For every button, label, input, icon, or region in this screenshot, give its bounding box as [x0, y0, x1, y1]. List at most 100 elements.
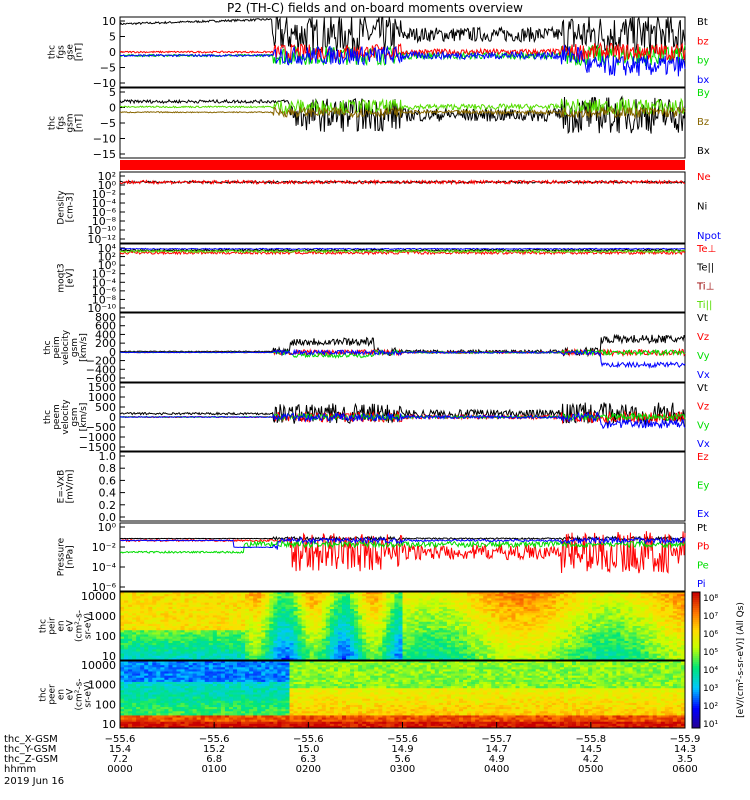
x-tick-label: 7.2	[112, 754, 128, 765]
colorbar-tick-label: 10⁸	[703, 594, 718, 604]
spectrogram-frame	[119, 591, 686, 661]
colorbar-tick-label: 10⁵	[703, 648, 718, 658]
x-tick-label: −55.6	[293, 734, 324, 745]
legend-entry: by	[697, 56, 709, 67]
y-tick-label: 10⁻²	[92, 268, 116, 281]
y-tick-label: −400	[86, 363, 116, 376]
panel-frame	[119, 243, 686, 313]
y-axis-label: eV	[66, 688, 76, 701]
y-tick-label: 10⁻⁶	[92, 285, 117, 298]
legend-entry: bz	[697, 36, 709, 47]
y-axis-label: moqt3	[57, 263, 67, 292]
legend-entry: Ni	[697, 202, 707, 213]
y-axis-label: (cm²-s-	[75, 610, 85, 642]
legend-entry: Pb	[697, 542, 709, 553]
panel-frame	[119, 87, 686, 159]
y-tick-label: 10000	[81, 590, 116, 603]
legend-entry: Pe	[697, 560, 709, 571]
legend-entry: Te||	[696, 263, 714, 274]
x-tick-label: 5.6	[395, 754, 411, 765]
legend-entry: Bt	[697, 17, 708, 28]
legend-entry: Ey	[697, 481, 709, 492]
date-label: 2019 Jun 16	[4, 776, 64, 787]
y-tick-label: 0.4	[99, 487, 117, 500]
y-tick-label: −1500	[79, 441, 116, 454]
y-tick-label: 10⁻⁸	[92, 215, 117, 228]
x-tick-label: 0200	[296, 764, 321, 775]
y-tick-label: 10⁻⁶	[92, 206, 117, 219]
colorbar-tick-label: 10²	[703, 702, 718, 712]
legend-entry: Vy	[697, 351, 710, 362]
x-tick-label: 3.5	[677, 754, 693, 765]
legend-entry: Pi	[697, 579, 706, 590]
y-axis-label: thc	[48, 116, 58, 130]
y-axis-label: [km/s]	[79, 333, 89, 362]
y-tick-label: 1000	[88, 391, 116, 404]
y-tick-label: −15	[93, 148, 116, 161]
legend-entry: Bx	[697, 146, 710, 157]
y-axis-label: thc	[39, 687, 49, 701]
x-tick-label: 14.9	[391, 744, 413, 755]
y-tick-label: −600	[86, 372, 116, 385]
x-row-label: thc_Y-GSM	[4, 744, 56, 755]
legend-entry: Ez	[697, 452, 709, 463]
y-tick-label: 0.6	[99, 474, 117, 487]
y-axis-label: sr-eV)	[84, 681, 94, 707]
series-Bx	[119, 95, 686, 135]
series-Vx-peem	[119, 411, 686, 430]
y-axis-label: velocity	[61, 399, 71, 435]
x-tick-label: 15.2	[203, 744, 225, 755]
y-tick-label: 10⁻⁴	[92, 561, 117, 574]
y-axis-label: velocity	[61, 329, 71, 365]
x-tick-label: 0100	[201, 764, 226, 775]
y-tick-label: 10⁻⁸	[92, 293, 117, 306]
legend-entry: Vx	[697, 370, 710, 381]
y-tick-label: 10⁻⁶	[92, 581, 117, 594]
y-tick-label: 500	[95, 401, 116, 414]
y-axis-label: peer	[48, 684, 58, 705]
y-tick-label: 0	[109, 346, 116, 359]
y-tick-label: 10²	[98, 170, 116, 183]
x-tick-label: 6.8	[206, 754, 222, 765]
x-tick-label: 15.0	[297, 744, 319, 755]
y-tick-label: 10⁻⁴	[92, 276, 117, 289]
y-tick-label: 400	[95, 328, 116, 341]
y-tick-label: 0	[109, 411, 116, 424]
series-Pt	[119, 534, 686, 543]
series-Bt	[119, 16, 686, 55]
x-tick-label: −55.8	[576, 734, 607, 745]
y-tick-label: 600	[95, 320, 116, 333]
y-axis-label: fgs	[57, 45, 67, 59]
x-tick-label: 14.7	[486, 744, 508, 755]
y-axis-label: E=-VxB	[57, 470, 67, 504]
legend-entry: Vy	[697, 420, 710, 431]
y-tick-label: −500	[86, 421, 116, 434]
x-tick-label: 6.3	[300, 754, 316, 765]
x-tick-label: −55.7	[481, 734, 512, 745]
series-Pb	[119, 531, 686, 574]
y-axis-label: gse	[66, 44, 76, 60]
y-tick-label: 100	[95, 630, 116, 643]
series-Vt-peem	[119, 402, 686, 427]
legend-entry: Bz	[697, 117, 709, 128]
x-tick-label: 0400	[484, 764, 509, 775]
colorbar-tick-label: 10⁴	[703, 666, 718, 676]
legend-entry: Vz	[697, 402, 709, 413]
y-axis-label: thc	[48, 45, 58, 59]
panel-frame	[119, 171, 686, 244]
y-axis-label: gsm	[66, 113, 76, 132]
series-By	[119, 97, 686, 116]
spectrogram-peir	[120, 592, 686, 661]
y-tick-label: 5	[109, 86, 116, 99]
x-tick-label: −55.6	[105, 734, 136, 745]
y-tick-label: −5	[100, 117, 116, 130]
legend-entry: Npot	[697, 231, 721, 242]
y-tick-label: 0.8	[99, 462, 117, 475]
y-tick-label: −1000	[79, 431, 116, 444]
y-axis-label: fgs	[57, 116, 67, 130]
y-axis-label: [nPa]	[66, 545, 76, 568]
legend-entry: bx	[697, 75, 709, 86]
y-tick-label: 10⁴	[98, 242, 117, 255]
y-tick-label: 10	[102, 718, 116, 731]
